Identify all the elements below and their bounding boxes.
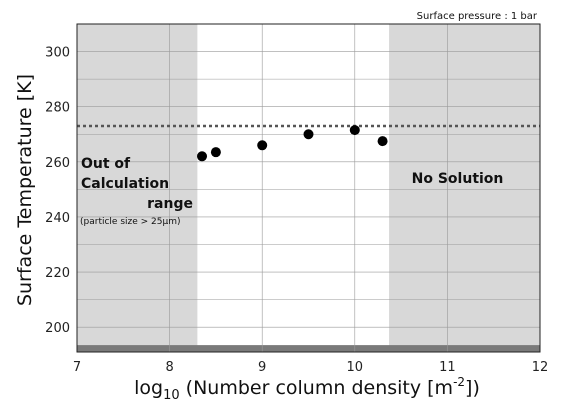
data-point: [303, 129, 314, 140]
y-tick-label: 260: [45, 156, 70, 171]
data-point: [197, 151, 208, 162]
y-tick-label: 220: [45, 266, 70, 281]
no-solution-label: No Solution: [412, 171, 504, 187]
y-axis-label: Surface Temperature [K]: [14, 74, 36, 306]
x-tick-label: 9: [258, 360, 266, 375]
x-axis-label-suffix: ]): [465, 377, 480, 399]
data-point: [377, 136, 388, 147]
x-axis-label-subscript: 10: [163, 388, 180, 403]
tick-labels: 7 8 9 10 11 12 200 220 240 260 280 300: [45, 46, 548, 375]
shaded-region-1: [77, 24, 198, 352]
region-labels: Out of Calculation range (particle size > 2…: [80, 156, 503, 227]
shaded-region-2: [389, 24, 540, 352]
out-of-range-label-line: Out of: [81, 156, 131, 172]
y-tick-label: 240: [45, 211, 70, 226]
x-axis-label-superscript: -2: [453, 375, 465, 389]
x-axis-label-prefix: log: [134, 377, 163, 399]
plot-frame: [76, 23, 541, 353]
x-axis-label: log10 (Number column density [m-2]): [134, 375, 480, 403]
x-tick-label: 12: [532, 360, 549, 375]
bottom-band: [77, 345, 540, 352]
shaded-regions: [77, 24, 540, 352]
data-point: [349, 125, 360, 136]
surface-pressure-note: Surface pressure : 1 bar: [417, 11, 538, 22]
data-points: [197, 125, 388, 162]
x-axis-label-main: (Number column density [m: [180, 377, 453, 399]
y-tick-label: 280: [45, 101, 70, 116]
x-tick-label: 10: [347, 360, 364, 375]
y-tick-label: 200: [45, 321, 70, 336]
x-tick-label: 8: [165, 360, 173, 375]
x-tick-label: 7: [73, 360, 81, 375]
particle-size-note: (particle size > 25μm): [80, 217, 181, 227]
data-point: [210, 147, 221, 158]
data-point: [257, 140, 268, 151]
x-tick-label: 11: [439, 360, 456, 375]
y-tick-label: 300: [45, 46, 70, 61]
out-of-range-label-line: Calculation: [81, 176, 169, 192]
out-of-range-label-line: range: [147, 196, 193, 212]
